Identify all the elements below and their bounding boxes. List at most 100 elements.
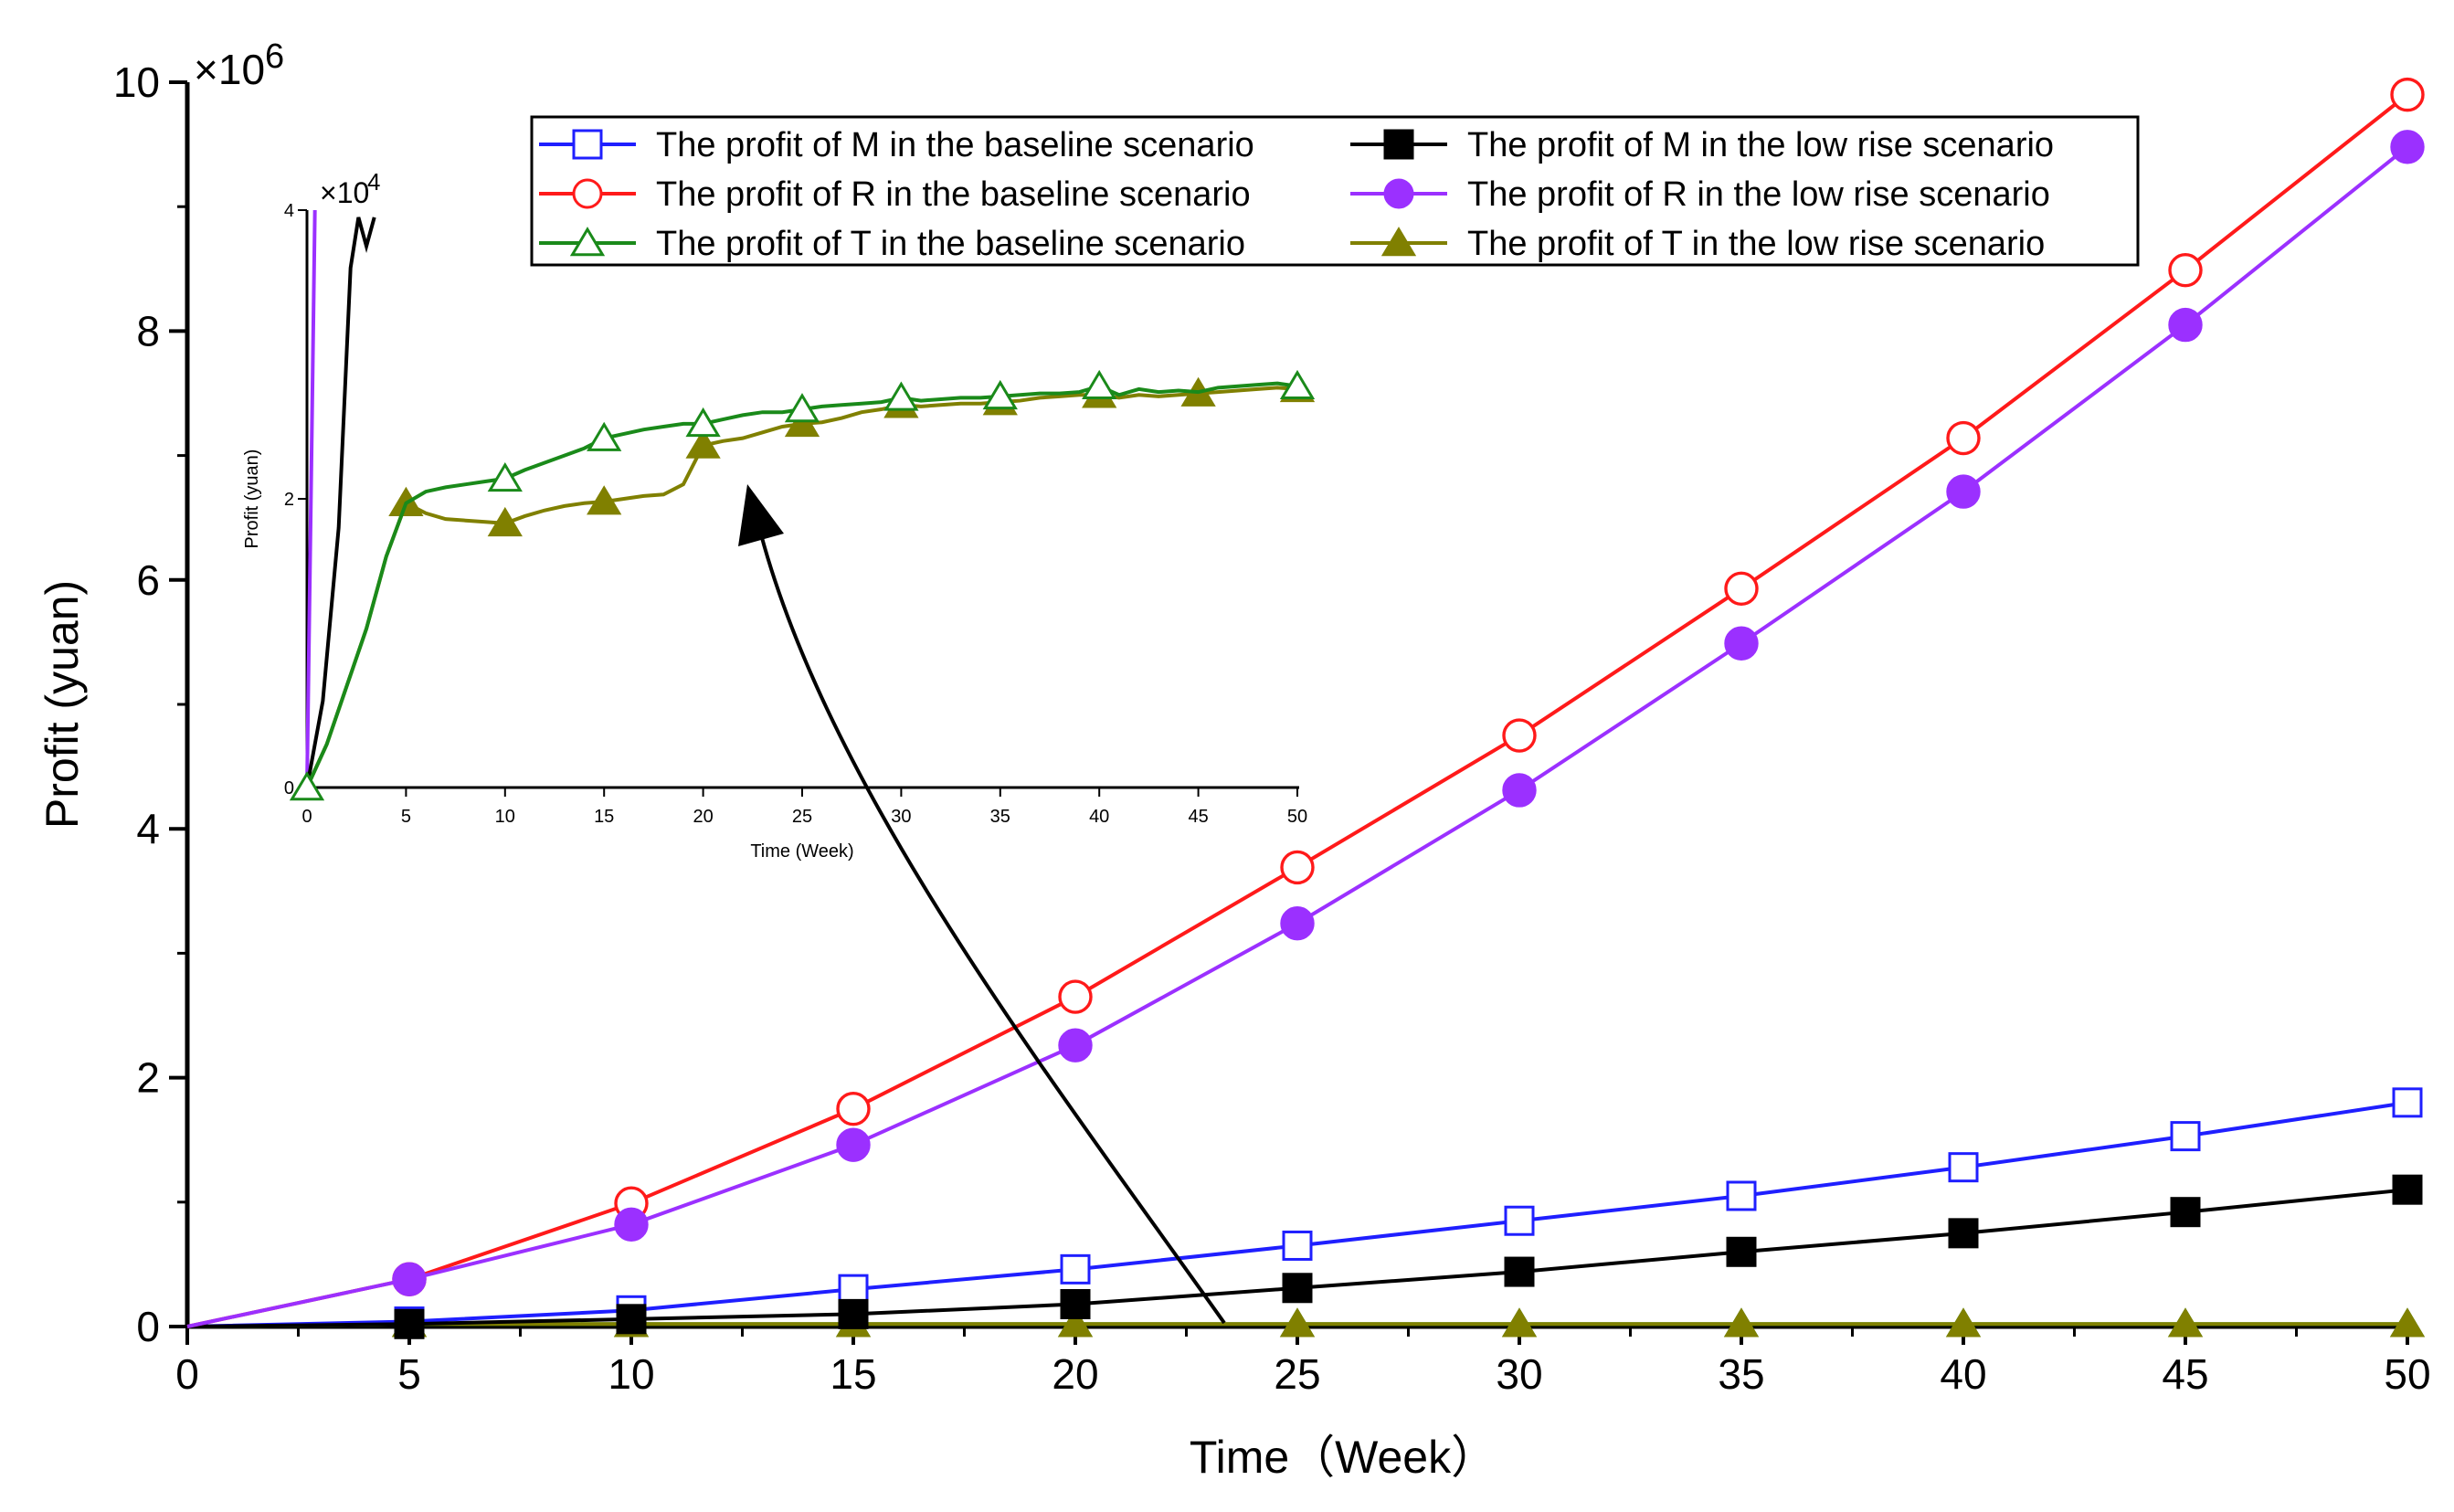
inset-y-multiplier: ×10 [320, 176, 369, 209]
y-tick-label: 2 [136, 1054, 160, 1102]
inset-data-point [685, 407, 721, 438]
data-point [2392, 1087, 2423, 1118]
y-tick-label: 10 [113, 58, 160, 106]
legend-box [530, 115, 2140, 267]
data-point [836, 1091, 871, 1126]
data-point [1946, 474, 1981, 509]
data-point [2392, 1174, 2423, 1205]
data-point [1057, 1307, 1094, 1338]
inset-data-point [487, 461, 523, 492]
inset-series-line [305, 217, 376, 788]
data-point [1060, 1288, 1091, 1319]
data-point [2170, 1197, 2201, 1228]
y-tick-label: 6 [136, 556, 160, 604]
inset-series-line [305, 381, 1298, 788]
y-axis-title: Profit (yuan) [37, 580, 88, 829]
data-point [1723, 1307, 1760, 1338]
data-point [1945, 1307, 1982, 1338]
zoom-arrow [759, 534, 1226, 1325]
inset-y-tick-label: 2 [284, 490, 294, 510]
data-point [1724, 626, 1759, 661]
inset-data-point [289, 771, 325, 801]
y-tick-label: 0 [136, 1303, 160, 1350]
data-point [2390, 77, 2425, 112]
x-tick-label: 40 [1940, 1350, 1986, 1398]
data-point [394, 1308, 425, 1339]
legend-swatch-marker [1383, 129, 1414, 160]
x-tick-label: 30 [1496, 1350, 1542, 1398]
x-tick-label: 10 [608, 1350, 654, 1398]
legend-entry-label: The profit of R in the baseline scenario [656, 175, 1251, 214]
legend-swatch-marker [569, 227, 606, 257]
x-tick-label: 25 [1274, 1350, 1320, 1398]
data-point [616, 1304, 647, 1335]
inset-x-tick-label: 0 [301, 807, 312, 827]
inset-data-point [685, 428, 721, 459]
data-point [1280, 850, 1315, 885]
inset-series-line [305, 209, 317, 788]
data-point [1279, 1307, 1316, 1338]
x-tick-label: 50 [2384, 1350, 2430, 1398]
data-point [1726, 1236, 1757, 1267]
inset-x-tick-label: 50 [1287, 807, 1307, 827]
zoom-arrowhead [738, 484, 784, 546]
legend-swatch-marker [1380, 227, 1417, 257]
inset-x-tick-label: 10 [495, 807, 515, 827]
data-point [1948, 1218, 1979, 1249]
data-point [2389, 1307, 2426, 1338]
legend-entry-label: The profit of T in the baseline scenario [656, 225, 1245, 263]
data-point [1948, 1152, 1979, 1183]
inset-data-point [587, 421, 622, 451]
x-tick-label: 5 [397, 1350, 421, 1398]
data-point [1060, 1253, 1091, 1285]
legend: The profit of M in the baseline scenario… [530, 115, 2140, 267]
data-point [838, 1274, 869, 1305]
data-point [2170, 1121, 2201, 1152]
legend-entry-label: The profit of T in the low rise scenario [1467, 225, 2045, 263]
data-point [836, 1127, 871, 1162]
inset-data-point [982, 379, 1018, 410]
y-tick-label: 8 [136, 307, 160, 354]
data-point [838, 1298, 869, 1329]
x-tick-label: 35 [1718, 1350, 1764, 1398]
inset-data-point [587, 485, 622, 515]
data-point [1724, 571, 1759, 607]
data-point [1501, 1307, 1538, 1338]
inset-data-point [1279, 369, 1316, 400]
inset-y-tick-label: 4 [284, 201, 294, 221]
inset-x-tick-label: 45 [1188, 807, 1208, 827]
y-multiplier: ×10 [194, 46, 265, 93]
series-line [186, 93, 2409, 1328]
inset-y-tick-label: 0 [284, 778, 294, 798]
data-point [2168, 307, 2203, 343]
inset-x-axis-title: Time (Week) [750, 841, 853, 862]
data-point [614, 1207, 649, 1242]
x-axis-title: Time（Week） [1190, 1432, 1497, 1483]
inset-x-tick-label: 30 [891, 807, 911, 827]
inset-x-tick-label: 15 [594, 807, 614, 827]
inset-x-tick-label: 5 [401, 807, 411, 827]
data-point [392, 1262, 427, 1296]
inset-x-tick-label: 35 [990, 807, 1010, 827]
data-point [1058, 979, 1093, 1014]
inset-data-point [784, 393, 820, 423]
inset-x-tick-label: 25 [792, 807, 812, 827]
data-point [2167, 1307, 2204, 1338]
legend-entry-label: The profit of R in the low rise scenario [1467, 175, 2050, 214]
x-tick-label: 15 [830, 1350, 876, 1398]
data-point [1502, 773, 1537, 808]
data-point [1504, 1256, 1535, 1287]
inset-data-point [784, 407, 820, 438]
data-point [1282, 1273, 1313, 1304]
legend-entry-label: The profit of M in the low rise scenario [1467, 126, 2054, 164]
inset-x-tick-label: 20 [693, 807, 713, 827]
data-point [1726, 1180, 1757, 1211]
data-point [2390, 130, 2425, 164]
series-line [186, 145, 2409, 1328]
inset-series-line [305, 386, 1298, 788]
legend-entry-label: The profit of M in the baseline scenario [656, 126, 1254, 164]
legend-swatch-marker [1383, 178, 1414, 209]
legend-swatch-marker [572, 178, 603, 209]
